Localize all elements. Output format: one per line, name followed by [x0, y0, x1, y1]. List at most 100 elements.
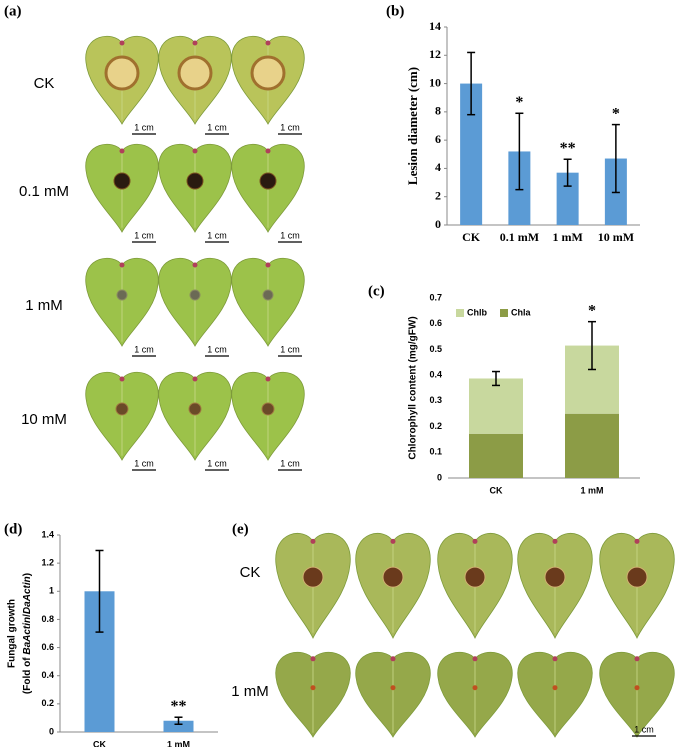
- leaf-photo: [355, 651, 431, 738]
- lesion: [250, 55, 286, 91]
- row-label: 0.1 mM: [19, 183, 69, 200]
- y-tick-label: 0.6: [41, 642, 54, 652]
- leaf-photo: [158, 143, 232, 233]
- leaf-photo: [158, 35, 232, 125]
- lesion: [188, 402, 202, 416]
- row-label: 10 mM: [21, 411, 67, 428]
- error-bar: [563, 158, 572, 187]
- leaf-photo: [517, 533, 593, 639]
- significance-mark: *: [588, 302, 596, 319]
- y-axis-label-part: (Fold of: [22, 655, 33, 694]
- lesion: [186, 172, 204, 190]
- y-tick-label: 6: [435, 132, 441, 146]
- lesion: [116, 289, 128, 301]
- lesion: [472, 685, 478, 691]
- legend-swatch: [500, 309, 508, 317]
- leaf-photo: [231, 257, 305, 347]
- lesion: [382, 566, 404, 588]
- leaf-photo: [85, 257, 159, 347]
- scale-bar-label: 1 cm: [134, 458, 154, 468]
- leaf-photo: [231, 371, 305, 461]
- y-tick-label: 0: [49, 726, 54, 736]
- y-axis-label: (Fold of BaActin/DaActin): [22, 573, 33, 694]
- petiole: [265, 148, 271, 154]
- scale-bar-label: 1 cm: [207, 344, 227, 354]
- leaf-photo: [85, 143, 159, 233]
- petiole: [310, 656, 316, 662]
- y-tick-label: 4: [435, 160, 441, 174]
- scale-bar-label: 1 cm: [207, 458, 227, 468]
- petiole: [552, 656, 558, 662]
- y-axis-label-part: BaActin: [22, 617, 33, 655]
- lesion: [177, 55, 213, 91]
- x-tick-label: CK: [490, 485, 503, 495]
- leaf-photo: [599, 651, 675, 738]
- leaf-photo: [599, 533, 675, 639]
- x-tick-label: 1 mM: [580, 485, 603, 495]
- panel-label: (b): [386, 3, 404, 19]
- y-tick-label: 1.4: [41, 529, 54, 539]
- x-tick-label: 0.1 mM: [500, 230, 539, 244]
- significance-mark: **: [171, 698, 187, 715]
- scale-bar-label: 1 cm: [207, 230, 227, 240]
- row-label: 1 mM: [231, 683, 269, 700]
- scale-bar-label: 1 cm: [280, 458, 300, 468]
- leaf-photo: [275, 533, 351, 639]
- y-tick-label: 8: [435, 104, 441, 118]
- row-label: 1 mM: [25, 297, 63, 314]
- leaf-photo: [437, 533, 513, 639]
- petiole: [265, 376, 271, 382]
- leaf-photo: [231, 35, 305, 125]
- y-axis-label: Chlorophyll content (mg/gFW): [408, 316, 419, 459]
- scale-bar-label: 1 cm: [634, 724, 654, 734]
- petiole: [192, 262, 198, 268]
- petiole: [390, 538, 396, 544]
- scale-bar-label: 1 cm: [280, 122, 300, 132]
- petiole: [634, 538, 640, 544]
- row-label: CK: [240, 564, 261, 581]
- lesion: [464, 566, 486, 588]
- lesion: [302, 566, 324, 588]
- petiole: [192, 40, 198, 46]
- lesion: [104, 55, 140, 91]
- y-tick-label: 0.1: [429, 447, 442, 457]
- panel-label: (c): [368, 283, 385, 299]
- y-tick-label: 12: [429, 47, 441, 61]
- y-tick-label: 0.4: [429, 370, 442, 380]
- y-tick-label: 0.8: [41, 614, 54, 624]
- panel-label: (e): [232, 521, 249, 537]
- y-axis-label: Lesion diameter (cm): [405, 67, 420, 185]
- leaf-photo: [158, 371, 232, 461]
- scale-bar-label: 1 cm: [207, 122, 227, 132]
- lesion: [261, 402, 275, 416]
- bar-segment: [469, 433, 523, 478]
- y-tick-label: 0.2: [429, 421, 442, 431]
- scale-bar-label: 1 cm: [134, 122, 154, 132]
- scale-bar-label: 1 cm: [134, 230, 154, 240]
- bar: [460, 83, 483, 225]
- x-tick-label: CK: [462, 230, 481, 244]
- bar: [556, 172, 579, 225]
- y-tick-label: 1: [49, 586, 54, 596]
- scale-bar-label: 1 cm: [280, 230, 300, 240]
- error-bar: [492, 370, 500, 387]
- leaf-photo: [85, 35, 159, 125]
- x-tick-label: 1 mM: [552, 230, 582, 244]
- lesion: [189, 289, 201, 301]
- lesion: [390, 685, 396, 691]
- petiole: [390, 656, 396, 662]
- lesion: [259, 172, 277, 190]
- x-tick-label: 10 mM: [598, 230, 634, 244]
- legend-swatch: [456, 309, 464, 317]
- bar: [163, 720, 194, 732]
- petiole: [119, 376, 125, 382]
- leaf-photo: [231, 143, 305, 233]
- y-tick-label: 0.4: [41, 670, 54, 680]
- leaf-photo: [85, 371, 159, 461]
- petiole: [310, 538, 316, 544]
- x-tick-label: CK: [93, 739, 106, 747]
- significance-mark: *: [612, 105, 620, 122]
- petiole: [472, 656, 478, 662]
- petiole: [552, 538, 558, 544]
